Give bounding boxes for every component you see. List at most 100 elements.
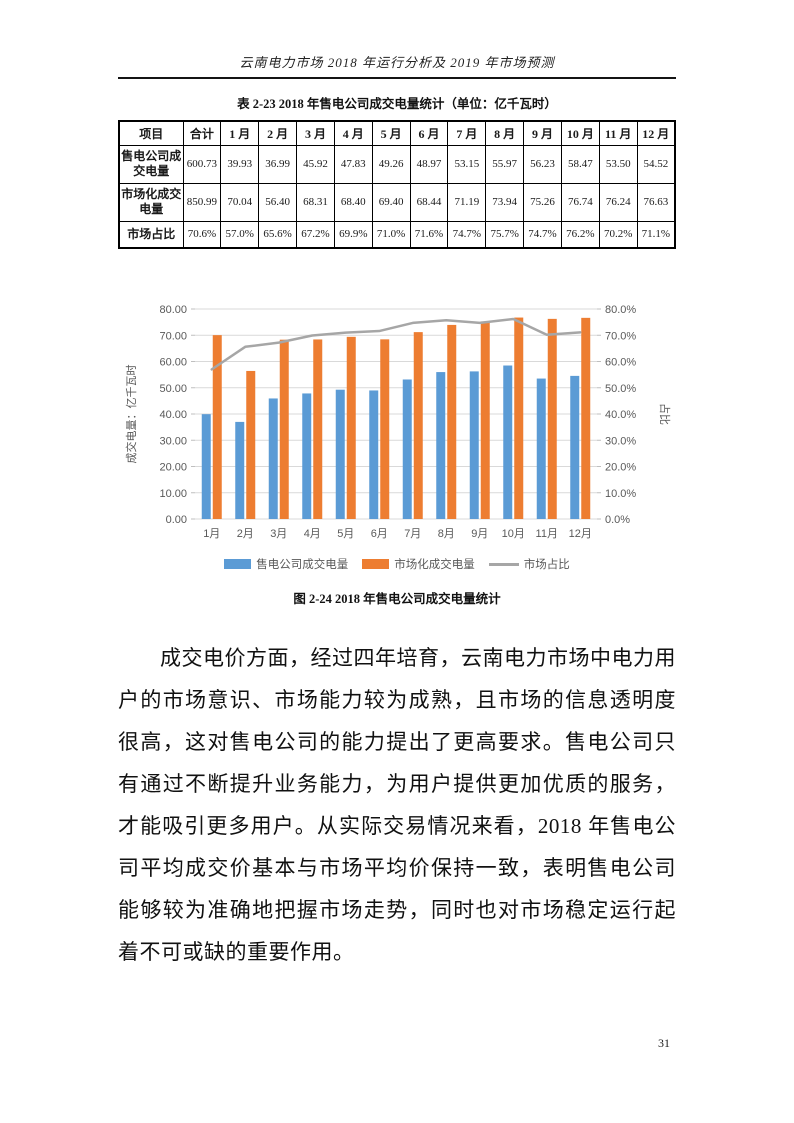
- table-cell: 55.97: [485, 144, 525, 184]
- left-axis-tick: 50.00: [159, 383, 187, 395]
- table-cell: 47.83: [333, 144, 373, 184]
- legend-label: 售电公司成交电量: [256, 559, 349, 571]
- right-axis-tick: 40.0%: [605, 409, 636, 421]
- figure-caption: 图 2-24 2018 年售电公司成交电量统计: [293, 592, 501, 606]
- chart-legend: 售电公司成交电量 市场化成交电量 市场占比: [118, 556, 676, 572]
- left-axis-tick: 40.00: [159, 409, 187, 421]
- table-cell: 56.23: [523, 144, 562, 184]
- legend-line-swatch: [488, 562, 519, 566]
- bar-series-1: [212, 317, 591, 519]
- bar: [235, 421, 245, 519]
- table-header-cell: 12 月: [636, 120, 676, 146]
- bar: [570, 375, 580, 519]
- table-cell: 70.2%: [598, 220, 638, 249]
- table-cell: 76.24: [598, 182, 638, 222]
- page-number: 31: [658, 1036, 670, 1050]
- table-header-cell: 1 月: [220, 120, 260, 146]
- bar: [246, 370, 256, 519]
- x-axis-label: 7月: [404, 528, 421, 540]
- table-row: 市场化成交电量 850.99 70.04 56.40 68.31 68.40 69.40 68…: [118, 182, 676, 222]
- x-axis-label: 6月: [371, 528, 388, 540]
- table-cell: 76.63: [636, 182, 676, 222]
- legend-item: 市场化成交电量: [362, 556, 475, 572]
- table-cell: 70.6%: [182, 220, 222, 249]
- body-paragraph: 成交电价方面，经过四年培育，云南电力市场中电力用户的市场意识、市场能力较为成熟，…: [118, 646, 676, 964]
- legend-item: 售电公司成交电量: [224, 556, 348, 572]
- table-row-label: 售电公司成交电量: [118, 144, 184, 184]
- x-axis-label: 4月: [304, 528, 321, 540]
- x-axis-label: 10月: [502, 528, 525, 540]
- left-axis-tick: 70.00: [159, 330, 187, 342]
- bar-series-0: [201, 365, 580, 519]
- table-cell: 850.99: [182, 182, 222, 222]
- table-cell: 75.26: [523, 182, 562, 222]
- table-cell: 71.0%: [371, 220, 411, 249]
- table-cell: 68.44: [409, 182, 449, 222]
- legend-bar-swatch: [362, 559, 390, 569]
- x-axis-label: 3月: [270, 528, 287, 540]
- table-cell: 56.40: [258, 182, 298, 222]
- table-header-cell: 5 月: [371, 120, 411, 146]
- right-axis-tick: 50.0%: [605, 383, 636, 395]
- table-cell: 69.9%: [333, 220, 373, 249]
- table-header-cell: 2 月: [258, 120, 298, 146]
- table-header-cell: 项目: [118, 120, 184, 146]
- table-cell: 57.0%: [220, 220, 260, 249]
- table-cell: 68.31: [296, 182, 335, 222]
- x-axis-label: 5月: [337, 528, 354, 540]
- bar: [346, 336, 356, 519]
- left-axis-tick: 80.00: [159, 304, 187, 316]
- table-cell: 71.19: [447, 182, 487, 222]
- chart-figure: 0.00 10.00 20.00 30.00 40.00 50.00 60.00 70.00 8…: [118, 293, 676, 572]
- table-cell: 74.7%: [523, 220, 562, 249]
- right-axis-tick: 70.0%: [605, 330, 636, 342]
- table-header-cell: 9 月: [523, 120, 562, 146]
- table-cell: 67.2%: [296, 220, 335, 249]
- bar: [369, 390, 379, 519]
- bar: [503, 365, 513, 519]
- table-cell: 45.92: [296, 144, 335, 184]
- table-header-cell: 11 月: [598, 120, 638, 146]
- table-row: 售电公司成交电量 600.73 39.93 36.99 45.92 47.83 49.26 4…: [118, 144, 676, 184]
- bar: [302, 393, 312, 519]
- right-axis-tick: 80.0%: [605, 304, 636, 316]
- table-cell: 54.52: [636, 144, 676, 184]
- table-cell: 53.15: [447, 144, 487, 184]
- bar: [547, 318, 557, 519]
- table-header-cell: 7 月: [447, 120, 487, 146]
- table-header-cell: 10 月: [560, 120, 600, 146]
- left-axis-tick: 10.00: [159, 488, 187, 500]
- table-cell: 58.47: [560, 144, 600, 184]
- left-axis-tick: 30.00: [159, 435, 187, 447]
- bar: [581, 317, 591, 519]
- bar: [212, 335, 222, 519]
- table-cell: 76.2%: [560, 220, 600, 249]
- right-axis-tick: 30.0%: [605, 435, 636, 447]
- table-cell: 69.40: [371, 182, 411, 222]
- bar: [380, 339, 390, 519]
- left-axis-tick: 0.00: [166, 514, 187, 526]
- left-axis-tick: 20.00: [159, 462, 187, 474]
- x-axis-label: 11月: [536, 528, 558, 540]
- bar: [201, 414, 211, 519]
- table-cell: 70.04: [220, 182, 260, 222]
- table-cell: 74.7%: [447, 220, 487, 249]
- table-cell: 68.40: [333, 182, 373, 222]
- table-cell: 71.6%: [409, 220, 449, 249]
- right-axis-tick: 10.0%: [605, 488, 636, 500]
- header-title: 云南电力市场 2018 年运行分析及 2019 年市场预测: [239, 55, 555, 70]
- bar: [514, 317, 524, 519]
- bar: [436, 372, 446, 519]
- table-cell: 65.6%: [258, 220, 298, 249]
- table-header-cell: 6 月: [409, 120, 449, 146]
- x-axis-label: 8月: [438, 528, 455, 540]
- left-axis-tick: 60.00: [159, 357, 187, 369]
- right-axis-tick: 20.0%: [605, 462, 636, 474]
- bar: [480, 321, 490, 519]
- legend-label: 市场占比: [523, 559, 570, 571]
- table-cell: 75.7%: [485, 220, 525, 249]
